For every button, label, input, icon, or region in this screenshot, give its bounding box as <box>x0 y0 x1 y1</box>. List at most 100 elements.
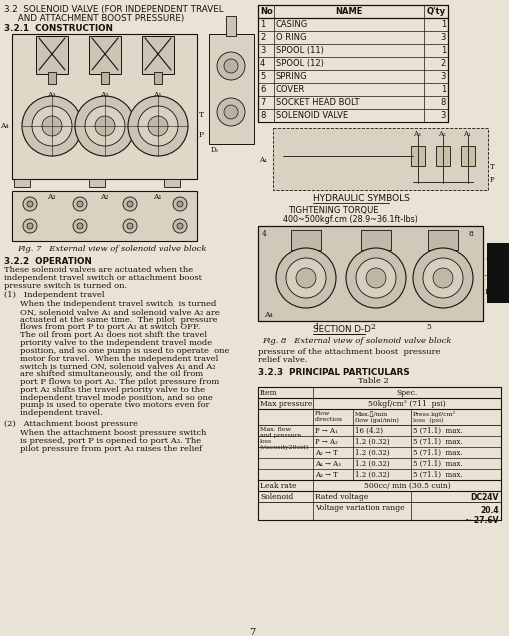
Text: Spec.: Spec. <box>395 389 417 397</box>
Bar <box>427 230 457 250</box>
Circle shape <box>173 219 187 233</box>
Text: A₄: A₄ <box>264 311 272 319</box>
Text: 8: 8 <box>468 230 473 238</box>
Text: (1)   Independent travel: (1) Independent travel <box>4 291 104 299</box>
Circle shape <box>23 219 37 233</box>
Text: P → A₁: P → A₁ <box>315 427 337 435</box>
Text: 20.4
~ 27.6V: 20.4 ~ 27.6V <box>465 506 498 525</box>
Text: independent travel.: independent travel. <box>20 409 102 417</box>
Text: pilot pressure from port A₃ raises the relief: pilot pressure from port A₃ raises the r… <box>20 445 202 453</box>
Text: Max pressure.: Max pressure. <box>260 400 314 408</box>
Circle shape <box>173 197 187 211</box>
Text: 5 (71.1)  max.: 5 (71.1) max. <box>412 449 462 457</box>
Text: TIGHTENING TORQUE: TIGHTENING TORQUE <box>288 206 378 215</box>
Text: 400~500kgf.cm (28.9~36.1ft-lbs): 400~500kgf.cm (28.9~36.1ft-lbs) <box>282 215 417 224</box>
Bar <box>142 36 174 74</box>
Text: 4: 4 <box>262 230 266 238</box>
Circle shape <box>422 258 462 298</box>
Text: Voltage variation range: Voltage variation range <box>315 504 404 512</box>
Text: 500cc/ min (30.5 cuin): 500cc/ min (30.5 cuin) <box>363 482 449 490</box>
Text: flows from port P to port A₁ at switch OFF.: flows from port P to port A₁ at switch O… <box>20 323 200 331</box>
Text: Max. flow
and pressure
loss
(viscosity20cst): Max. flow and pressure loss (viscosity20… <box>260 427 308 450</box>
Text: A₄ → A₃: A₄ → A₃ <box>315 460 340 468</box>
Text: independent travel switch or attachment boost: independent travel switch or attachment … <box>4 274 202 282</box>
Text: A₄: A₄ <box>0 122 9 130</box>
Text: SPOOL (12): SPOOL (12) <box>275 59 323 68</box>
Text: 2: 2 <box>440 59 445 68</box>
Text: ON, solenoid valve A₁ and solenoid valve A₂ are: ON, solenoid valve A₁ and solenoid valve… <box>20 308 219 316</box>
Text: Q'ty: Q'ty <box>426 7 445 16</box>
Text: A₃ → T: A₃ → T <box>315 471 337 479</box>
Bar <box>435 146 449 166</box>
Text: priority valve to the independent travel mode: priority valve to the independent travel… <box>20 339 212 347</box>
Circle shape <box>127 223 133 229</box>
Text: T: T <box>489 163 494 171</box>
Text: pump is used to operate two motors even for: pump is used to operate two motors even … <box>20 401 209 410</box>
Bar <box>486 243 509 303</box>
Circle shape <box>95 116 115 136</box>
Text: A₄: A₄ <box>259 156 266 164</box>
Circle shape <box>123 219 137 233</box>
Text: actuated at the same time.  The pilot  pressure: actuated at the same time. The pilot pre… <box>20 315 217 324</box>
Text: port A₂ shifts the travel priority valve to the: port A₂ shifts the travel priority valve… <box>20 386 205 394</box>
Circle shape <box>23 197 37 211</box>
Text: AND ATTACHMENT BOOST PRESSURE): AND ATTACHMENT BOOST PRESSURE) <box>4 14 184 23</box>
Text: 5: 5 <box>260 72 265 81</box>
Circle shape <box>123 197 137 211</box>
Circle shape <box>75 96 135 156</box>
Circle shape <box>295 268 316 288</box>
Circle shape <box>177 223 183 229</box>
Circle shape <box>77 201 83 207</box>
Bar <box>272 128 487 190</box>
Circle shape <box>85 106 125 146</box>
Circle shape <box>412 248 472 308</box>
Text: A₁: A₁ <box>153 193 161 201</box>
Text: A₁: A₁ <box>462 130 470 138</box>
Text: 5: 5 <box>425 323 430 331</box>
Circle shape <box>138 106 178 146</box>
Text: Table 2: Table 2 <box>357 377 388 385</box>
Circle shape <box>148 116 167 136</box>
Bar <box>209 34 253 144</box>
Text: 3: 3 <box>484 254 489 262</box>
Text: Fig. 8   External view of solenoid valve block: Fig. 8 External view of solenoid valve b… <box>262 337 450 345</box>
Circle shape <box>77 223 83 229</box>
Circle shape <box>128 96 188 156</box>
Text: 50kgf/cm² (711  psi): 50kgf/cm² (711 psi) <box>367 400 445 408</box>
Text: When the independent travel switch  is turned: When the independent travel switch is tu… <box>20 300 216 308</box>
Bar <box>164 179 180 187</box>
Text: port P flows to port A₂. The pilot pressure from: port P flows to port A₂. The pilot press… <box>20 378 219 386</box>
Text: 1: 1 <box>260 20 265 29</box>
Circle shape <box>275 248 335 308</box>
Text: Fig. 7   External view of solenoid valve block: Fig. 7 External view of solenoid valve b… <box>17 245 206 253</box>
Text: COVER: COVER <box>275 85 305 94</box>
Circle shape <box>22 96 82 156</box>
Text: HYDRAULIC SYMBOLS: HYDRAULIC SYMBOLS <box>313 194 409 203</box>
Text: 7: 7 <box>260 98 265 107</box>
Circle shape <box>177 201 183 207</box>
Text: is pressed, port P is opened to port A₃. The: is pressed, port P is opened to port A₃.… <box>20 437 201 445</box>
Text: 1: 1 <box>440 85 445 94</box>
Circle shape <box>127 201 133 207</box>
Text: NAME: NAME <box>334 7 362 16</box>
Circle shape <box>223 105 238 119</box>
Text: 1.2 (0.32): 1.2 (0.32) <box>354 438 389 446</box>
Text: 3: 3 <box>440 111 445 120</box>
Text: SPOOL (11): SPOOL (11) <box>275 46 323 55</box>
Bar <box>225 16 236 36</box>
Circle shape <box>223 59 238 73</box>
Text: Solenoid: Solenoid <box>260 493 293 501</box>
Text: A₂: A₂ <box>437 130 445 138</box>
Text: CASING: CASING <box>275 20 307 29</box>
Text: A₂: A₂ <box>100 91 108 99</box>
Text: 2: 2 <box>369 323 374 331</box>
Text: 7: 7 <box>248 628 254 636</box>
Text: pressure of the attachment boost  pressure: pressure of the attachment boost pressur… <box>258 348 440 356</box>
Text: 1.2 (0.32): 1.2 (0.32) <box>354 449 389 457</box>
Circle shape <box>27 223 33 229</box>
Text: A₁: A₁ <box>153 91 161 99</box>
Text: 3.2.2  OPERATION: 3.2.2 OPERATION <box>4 257 92 266</box>
Circle shape <box>73 219 87 233</box>
Circle shape <box>42 116 62 136</box>
Text: D₁: D₁ <box>211 146 219 154</box>
